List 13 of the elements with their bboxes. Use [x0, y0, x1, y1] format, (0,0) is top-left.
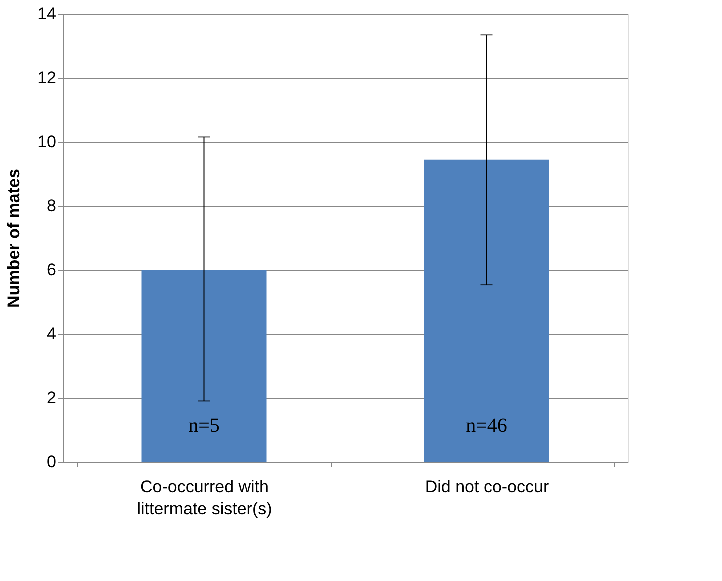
x-tick-label: Co-occurred with littermate sister(s) — [137, 478, 272, 518]
y-tick-label: 0 — [47, 452, 56, 472]
y-tick-label: 8 — [47, 196, 56, 216]
y-tick-label: 12 — [38, 68, 56, 88]
y-tick-label: 14 — [38, 4, 56, 24]
y-tick-label: 6 — [47, 260, 56, 280]
y-axis-title: Number of mates — [4, 169, 24, 308]
annotation: n=5 — [188, 415, 220, 437]
x-tick-label: Did not co-occur — [425, 478, 550, 496]
annotation: n=46 — [466, 415, 508, 437]
y-tick-label: 4 — [47, 324, 56, 344]
y-tick-label: 10 — [38, 132, 56, 152]
y-tick-label: 2 — [47, 388, 56, 408]
